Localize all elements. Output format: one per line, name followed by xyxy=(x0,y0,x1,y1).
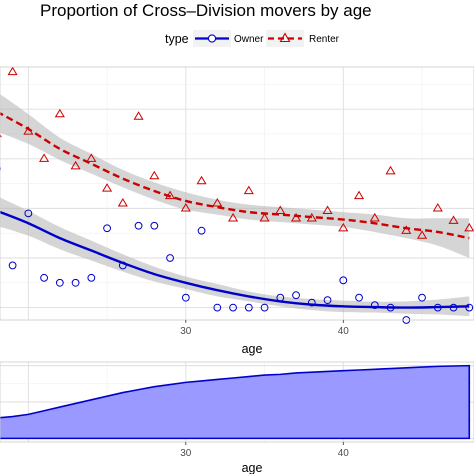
point-renter xyxy=(306,212,317,222)
point-owner xyxy=(386,303,395,312)
point-renter xyxy=(165,190,176,200)
point-renter xyxy=(369,212,380,222)
point-owner xyxy=(449,303,458,312)
point-renter xyxy=(448,215,459,224)
area-plot-border xyxy=(0,361,474,443)
confidence-band-owner xyxy=(0,197,470,317)
point-renter xyxy=(259,212,270,222)
point-renter xyxy=(70,160,81,170)
main-x-axis-title: age xyxy=(242,342,263,356)
data-points xyxy=(0,66,474,324)
point-owner xyxy=(307,298,316,307)
point-renter xyxy=(416,230,428,239)
point-renter xyxy=(322,205,333,215)
area-x-ticks: 30 40 xyxy=(180,442,349,459)
point-renter xyxy=(464,222,474,232)
point-renter xyxy=(290,212,302,222)
point-owner xyxy=(244,303,253,312)
point-owner xyxy=(118,261,127,270)
point-owner xyxy=(418,293,426,302)
point-owner xyxy=(229,303,237,312)
point-owner xyxy=(71,278,80,287)
point-owner xyxy=(276,293,285,302)
point-renter xyxy=(385,165,396,175)
point-owner xyxy=(433,303,442,312)
confidence-band-renter xyxy=(0,94,470,258)
point-renter xyxy=(401,225,412,234)
point-renter xyxy=(117,198,128,207)
main-plot-background xyxy=(0,67,474,320)
point-owner xyxy=(8,261,17,270)
point-renter xyxy=(133,111,144,120)
point-owner xyxy=(40,273,48,282)
smooth-line-owner xyxy=(0,210,470,309)
legend-title: type xyxy=(165,32,189,46)
legend-label-renter: Renter xyxy=(309,34,340,45)
point-renter xyxy=(39,153,50,162)
point-owner xyxy=(213,303,222,312)
point-renter xyxy=(353,190,365,200)
point-owner xyxy=(87,273,96,282)
point-owner xyxy=(55,278,64,287)
point-renter xyxy=(212,198,223,207)
smooth-line-renter xyxy=(0,111,470,240)
point-renter xyxy=(432,203,443,212)
legend: type Owner Renter xyxy=(165,30,340,47)
point-owner xyxy=(292,291,300,300)
cumulative-area-panel: 30 40 xyxy=(0,361,474,459)
x-tick-label: 30 xyxy=(180,448,192,459)
point-owner xyxy=(134,221,143,230)
point-owner xyxy=(339,276,348,285)
main-plot-border xyxy=(0,66,474,321)
legend-key-owner xyxy=(193,30,231,47)
smooth-lines xyxy=(0,111,470,309)
point-owner xyxy=(323,296,332,305)
point-renter xyxy=(275,205,286,215)
smooth-confidence-bands xyxy=(0,94,470,317)
legend-key-renter xyxy=(266,30,304,47)
point-owner xyxy=(465,303,474,312)
area-x-axis-title: age xyxy=(242,461,263,474)
main-x-ticks: 30 40 xyxy=(180,320,349,337)
point-owner xyxy=(103,224,111,233)
point-renter xyxy=(54,108,65,118)
legend-label-owner: Owner xyxy=(234,34,264,45)
point-renter xyxy=(7,66,18,76)
point-owner xyxy=(181,293,190,302)
main-plot-panel: 30 40 xyxy=(0,66,474,337)
legend-owner-marker-icon xyxy=(207,34,217,43)
legend-renter-marker-icon xyxy=(279,32,291,43)
x-tick-label: 40 xyxy=(338,326,350,337)
point-owner xyxy=(150,221,159,230)
point-renter xyxy=(196,175,207,185)
point-renter xyxy=(86,153,97,162)
point-renter xyxy=(102,183,113,192)
x-tick-label: 30 xyxy=(180,326,192,337)
point-renter xyxy=(338,222,349,232)
point-renter xyxy=(23,126,34,135)
chart-title: Proportion of Cross–Division movers by a… xyxy=(40,1,372,20)
cumulative-area xyxy=(0,364,471,440)
point-renter xyxy=(149,170,160,180)
point-renter xyxy=(228,212,239,222)
point-renter xyxy=(243,185,254,195)
point-renter xyxy=(180,203,191,212)
point-owner xyxy=(197,226,206,235)
point-owner xyxy=(355,293,363,302)
point-owner xyxy=(260,303,269,312)
x-tick-label: 40 xyxy=(338,448,350,459)
point-owner xyxy=(24,209,33,218)
point-owner xyxy=(370,301,379,310)
point-owner xyxy=(166,254,174,262)
